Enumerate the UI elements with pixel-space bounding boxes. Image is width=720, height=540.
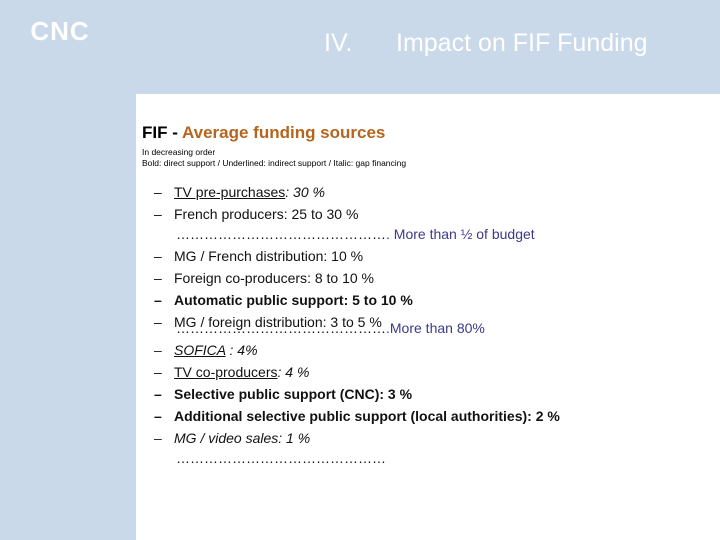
item-value: : 1 % xyxy=(278,430,311,446)
dots: ……………………………………… xyxy=(176,226,386,242)
content-panel: FIF - Average funding sources In decreas… xyxy=(136,94,720,540)
svg-text:CNC: CNC xyxy=(30,18,89,46)
item-value: : 3 % xyxy=(379,386,413,402)
item-value: : 30 % xyxy=(285,184,325,200)
list-item: – Automatic public support: 5 to 10 % xyxy=(154,292,413,308)
list-item: – MG / video sales: 1 % xyxy=(154,430,311,446)
list-item: – TV co-producers: 4 % xyxy=(154,364,310,380)
item-name: MG / French distribution xyxy=(174,248,324,264)
list-item: – TV pre-purchases: 30 % xyxy=(154,184,325,200)
panel-heading: FIF - Average funding sources xyxy=(142,123,385,143)
list-item: – Additional selective public support (lo… xyxy=(154,408,560,424)
item-value: : 8 to 10 % xyxy=(307,270,374,286)
item-name: TV pre-purchases xyxy=(174,184,286,200)
item-value: : 4% xyxy=(225,342,258,358)
subtitle-legend: Bold: direct support / Underlined: indir… xyxy=(142,158,407,168)
list-item: – Foreign co-producers: 8 to 10 % xyxy=(154,270,374,286)
list-item: – SOFICA : 4% xyxy=(154,342,258,358)
item-name: Additional selective public support (loc… xyxy=(174,408,528,424)
subtotal-note: .More than 80% xyxy=(386,320,485,336)
dots: ……………………………………… xyxy=(176,320,386,336)
item-name: French producers xyxy=(174,206,284,222)
list-item: – MG / foreign distribution: 3 to 5 % xyxy=(154,314,382,330)
item-value: : 10 % xyxy=(323,248,364,264)
section-number: IV. xyxy=(324,29,353,57)
item-name: Automatic public support xyxy=(174,292,344,308)
item-name: Foreign co-producers xyxy=(174,270,308,286)
list-item: – Selective public support (CNC): 3 % xyxy=(154,386,413,402)
dash: – xyxy=(154,386,162,402)
item-value: : 5 to 10 % xyxy=(343,292,413,308)
item-value: : 3 to 5 % xyxy=(322,314,382,330)
dash: – xyxy=(154,184,162,200)
dash: – xyxy=(154,314,162,330)
heading-prefix: FIF - xyxy=(142,123,182,142)
item-value: : 25 to 30 % xyxy=(283,206,359,222)
item-name: MG / video sales xyxy=(174,430,279,446)
item-name: MG / foreign distribution xyxy=(174,314,323,330)
dash: – xyxy=(154,342,162,358)
item-name: Selective public support (CNC) xyxy=(174,386,380,402)
heading-accent: Average funding sources xyxy=(181,123,386,142)
dash: – xyxy=(154,292,162,308)
list-item: – MG / French distribution: 10 % xyxy=(154,248,364,264)
subtitle-order: In decreasing order xyxy=(142,147,216,157)
cnc-logo: CNC xyxy=(30,18,89,46)
item-value: : 4 % xyxy=(277,364,310,380)
dash: – xyxy=(154,248,162,264)
dash: – xyxy=(154,408,162,424)
dash: – xyxy=(154,206,162,222)
subtotal-line: ………………………………………. More than ½ of budget xyxy=(176,226,535,242)
subtotal-line: ……………………………………….More than 80% xyxy=(176,320,485,336)
subtotal-note: . More than ½ of budget xyxy=(386,226,535,242)
dash: – xyxy=(154,430,162,446)
item-name: TV co-producers xyxy=(174,364,278,380)
dash: – xyxy=(154,270,162,286)
item-name: SOFICA xyxy=(174,342,226,358)
list-item: – French producers: 25 to 30 % xyxy=(154,206,359,222)
dash: – xyxy=(154,364,162,380)
item-value: : 2 % xyxy=(527,408,560,424)
page-title: Impact on FIF Funding xyxy=(396,29,648,57)
closing-dots: ……………………………………… xyxy=(176,450,386,466)
